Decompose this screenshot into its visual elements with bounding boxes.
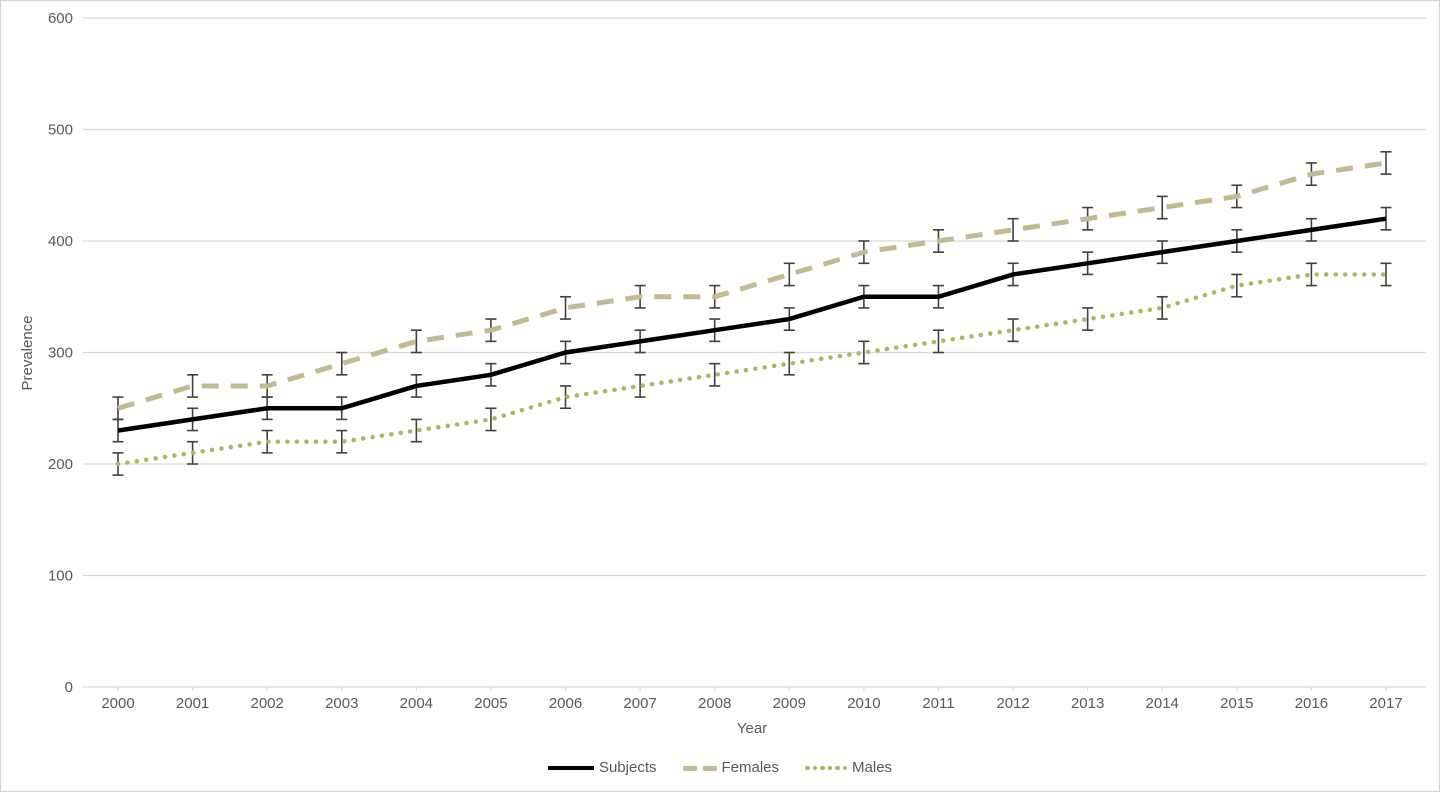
svg-text:2005: 2005 xyxy=(474,695,507,712)
svg-text:2017: 2017 xyxy=(1369,695,1402,712)
svg-text:2011: 2011 xyxy=(922,695,954,712)
legend-item-subjects: Subjects xyxy=(547,758,657,778)
subjects-line-swatch xyxy=(547,766,594,770)
svg-text:200: 200 xyxy=(48,456,73,473)
y-axis-title: Prevalence xyxy=(19,315,36,390)
svg-text:400: 400 xyxy=(48,233,73,250)
svg-text:600: 600 xyxy=(48,10,73,27)
svg-text:2008: 2008 xyxy=(698,695,731,712)
legend-item-males: Males xyxy=(805,758,892,778)
svg-text:2009: 2009 xyxy=(773,695,806,712)
svg-text:2014: 2014 xyxy=(1146,695,1179,712)
svg-text:100: 100 xyxy=(48,568,73,585)
svg-text:500: 500 xyxy=(48,122,73,139)
x-axis-title: Year xyxy=(737,720,767,737)
legend-label-females: Females xyxy=(721,759,780,776)
svg-text:2013: 2013 xyxy=(1071,695,1104,712)
svg-text:2003: 2003 xyxy=(325,695,358,712)
legend-label-males: Males xyxy=(852,759,893,776)
svg-text:2012: 2012 xyxy=(996,695,1029,712)
males-dot-swatch xyxy=(805,765,848,771)
svg-text:2015: 2015 xyxy=(1220,695,1253,712)
legend-item-females: Females xyxy=(682,758,780,778)
svg-text:2007: 2007 xyxy=(623,695,656,712)
svg-text:2006: 2006 xyxy=(549,695,582,712)
svg-text:0: 0 xyxy=(65,679,73,696)
svg-text:2001: 2001 xyxy=(176,695,209,712)
svg-text:2002: 2002 xyxy=(250,695,283,712)
legend: Subjects Females Males xyxy=(1,758,1439,778)
svg-text:2004: 2004 xyxy=(400,695,433,712)
females-dash-swatch xyxy=(682,765,717,771)
svg-text:300: 300 xyxy=(48,345,73,362)
svg-text:2016: 2016 xyxy=(1295,695,1328,712)
legend-label-subjects: Subjects xyxy=(598,759,657,776)
svg-text:2000: 2000 xyxy=(101,695,134,712)
svg-text:2010: 2010 xyxy=(847,695,880,712)
